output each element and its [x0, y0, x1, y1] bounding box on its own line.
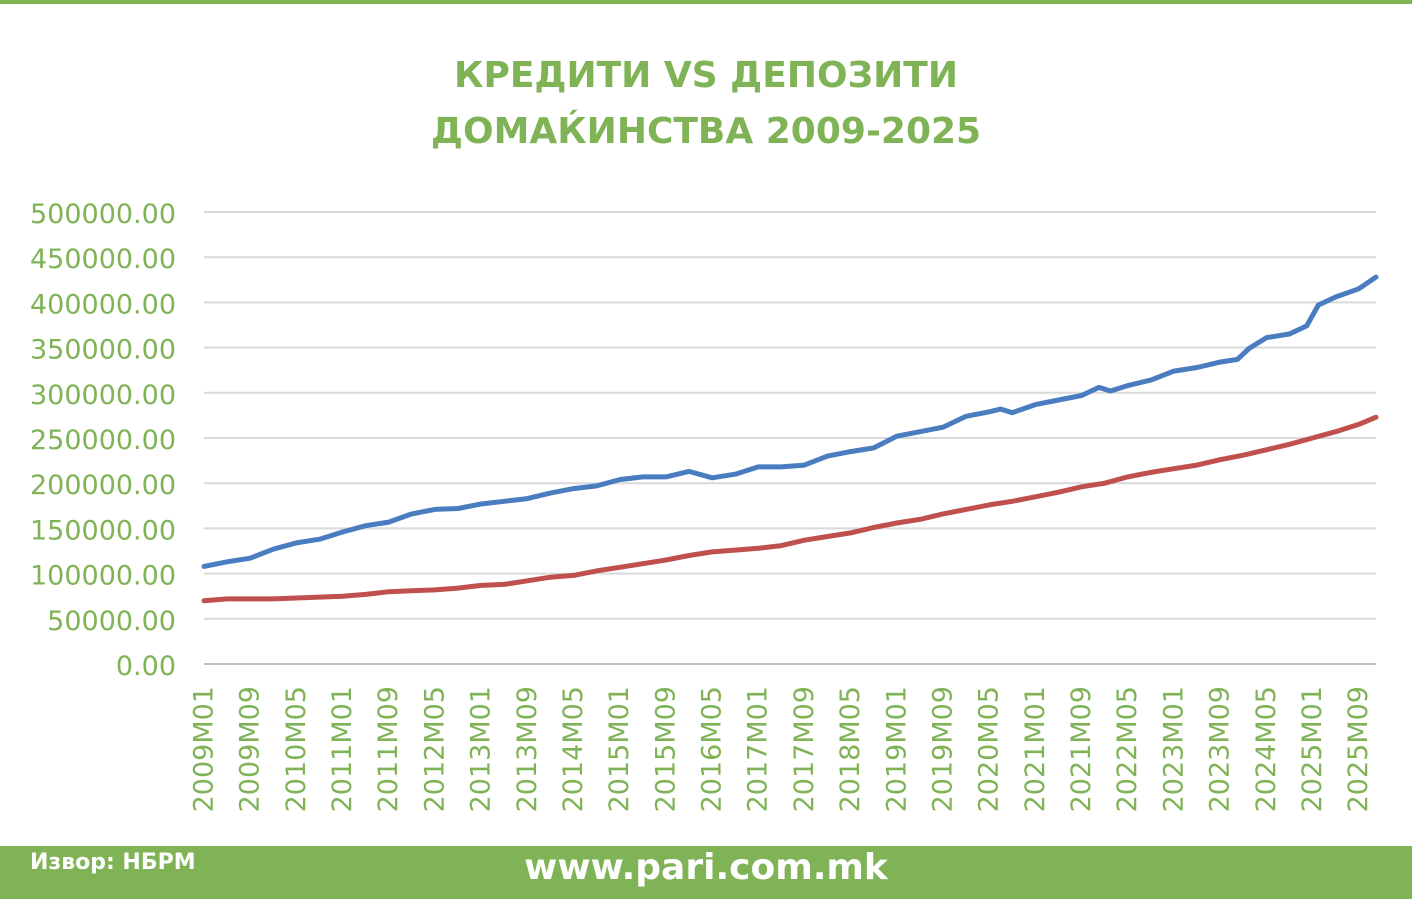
x-tick-label: 2012M05 [419, 686, 450, 812]
x-tick-label: 2023M09 [1205, 686, 1236, 812]
x-tick-label: 2018M05 [835, 686, 866, 812]
x-tick-label: 2020M05 [974, 686, 1005, 812]
series-lines [201, 274, 1379, 604]
series-line-blue [201, 274, 1379, 569]
chart-title-line-1: КРЕДИТИ VS ДЕПОЗИТИ [454, 55, 958, 96]
x-tick-label: 2024M05 [1251, 686, 1282, 812]
x-tick-label: 2013M01 [466, 686, 497, 812]
x-tick-label: 2017M09 [789, 686, 820, 812]
x-tick-label: 2021M09 [1066, 686, 1097, 812]
x-tick-label: 2009M09 [235, 686, 266, 812]
x-tick-label: 2015M09 [650, 686, 681, 812]
x-tick-label: 2019M09 [927, 686, 958, 812]
chart-title: КРЕДИТИ VS ДЕПОЗИТИ ДОМАЌИНСТВА 2009-202… [0, 48, 1412, 160]
x-tick-label: 2010M05 [281, 686, 312, 812]
y-tick-label: 500000.00 [30, 199, 176, 230]
x-axis-tick-labels: 2009M01 2009M09 2010M05 2011M01 2011M09 2012M… [189, 686, 1375, 812]
y-tick-label: 450000.00 [30, 244, 176, 275]
y-tick-label: 50000.00 [47, 606, 176, 637]
y-tick-label: 250000.00 [30, 425, 176, 456]
y-tick-label: 0.00 [116, 651, 176, 682]
y-axis-tick-labels: 0.00 50000.00 100000.00 150000.00 200000.00 2… [30, 199, 176, 682]
y-tick-label: 200000.00 [30, 470, 176, 501]
x-tick-label: 2015M01 [604, 686, 635, 812]
top-accent-strip [0, 0, 1412, 4]
y-tick-label: 400000.00 [30, 289, 176, 320]
chart-title-line-2: ДОМАЌИНСТВА 2009-2025 [430, 111, 982, 152]
y-tick-label: 100000.00 [30, 561, 176, 592]
website-link[interactable]: www.pari.com.mk [524, 847, 888, 888]
x-tick-label: 2011M09 [373, 686, 404, 812]
gridlines [204, 211, 1376, 665]
x-tick-label: 2016M05 [697, 686, 728, 812]
x-tick-label: 2023M01 [1158, 686, 1189, 812]
y-tick-label: 300000.00 [30, 380, 176, 411]
x-tick-label: 2011M01 [327, 686, 358, 812]
x-tick-label: 2019M01 [881, 686, 912, 812]
x-tick-label: 2014M05 [558, 686, 589, 812]
y-tick-label: 150000.00 [30, 515, 176, 546]
x-tick-label: 2009M01 [189, 686, 220, 812]
x-tick-label: 2021M01 [1020, 686, 1051, 812]
x-tick-label: 2013M09 [512, 686, 543, 812]
x-tick-label: 2025M01 [1297, 686, 1328, 812]
x-tick-label: 2017M01 [743, 686, 774, 812]
series-line-red [201, 414, 1379, 604]
source-label: Извор: НБРМ [30, 850, 196, 875]
y-tick-label: 350000.00 [30, 335, 176, 366]
x-tick-label: 2025M09 [1343, 686, 1374, 812]
footer-bar [0, 846, 1412, 899]
x-tick-label: 2022M05 [1112, 686, 1143, 812]
